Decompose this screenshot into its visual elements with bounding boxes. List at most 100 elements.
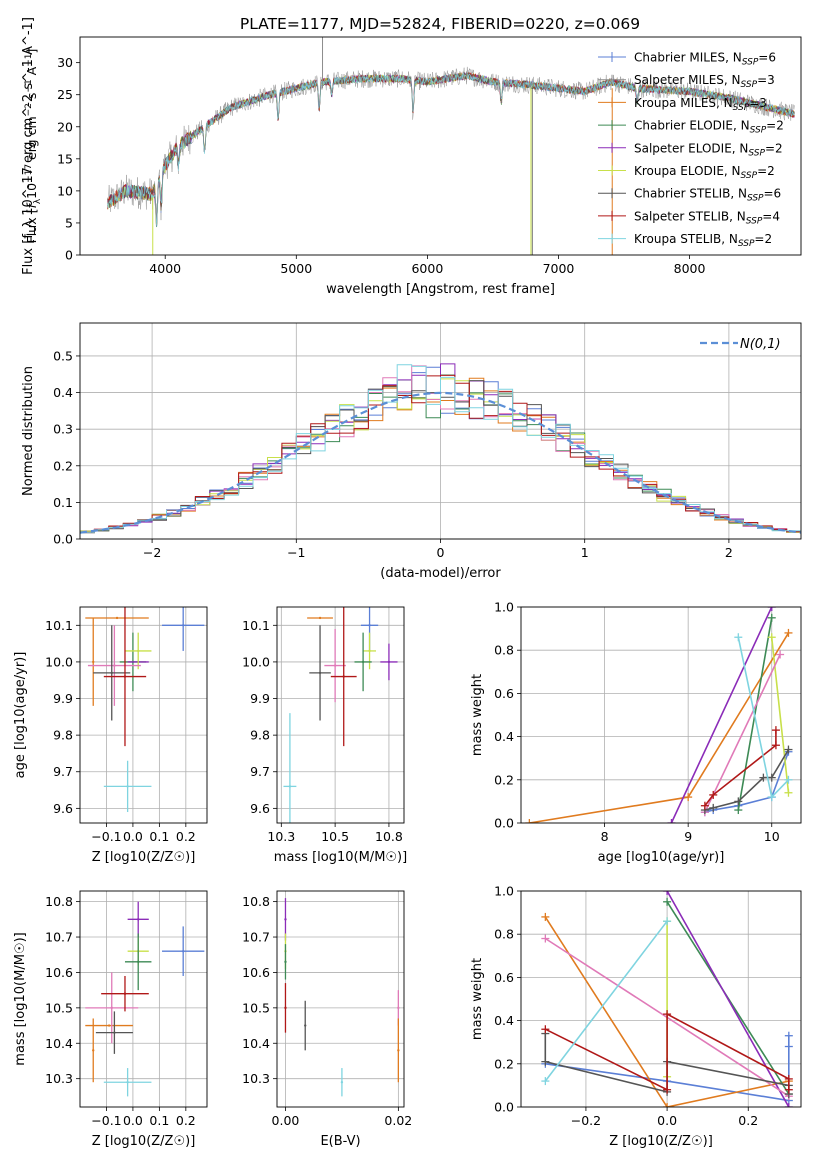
x-tick-label: 9 bbox=[684, 829, 692, 844]
point-marker bbox=[92, 660, 95, 664]
y-axis-label: mass weight bbox=[470, 674, 485, 756]
weight-lines bbox=[525, 607, 793, 823]
y-tick-label: 0.6 bbox=[494, 686, 514, 701]
x-tick-label: 8 bbox=[601, 829, 609, 844]
weight-line bbox=[704, 730, 777, 807]
legend-label: Chabrier MILES, NSSP=6 bbox=[634, 51, 776, 68]
spectrum-lines bbox=[107, 37, 795, 255]
data-point bbox=[380, 643, 398, 681]
spectrum-legend: Chabrier MILES, NSSP=6 Salpeter MILES, NS… bbox=[598, 51, 784, 249]
y-tick-label: 10.0 bbox=[45, 654, 73, 669]
x-tick-label: −0.2 bbox=[571, 1113, 601, 1128]
point-marker bbox=[397, 1006, 400, 1010]
data-point bbox=[127, 901, 149, 938]
weight-vs-age-panel: 8 9 10 0.0 0.2 0.4 0.6 0.8 1.0 age [log10(age/yr)… bbox=[470, 600, 802, 865]
point-marker bbox=[92, 1049, 95, 1052]
plus-marker bbox=[784, 745, 793, 754]
y-tick-label: 9.9 bbox=[250, 691, 270, 706]
data-point bbox=[93, 625, 131, 721]
data-point bbox=[92, 617, 95, 706]
axes-frame bbox=[79, 890, 208, 1108]
plus-marker bbox=[684, 793, 693, 802]
point-marker bbox=[113, 1031, 116, 1034]
point-marker bbox=[361, 660, 365, 664]
plus-marker bbox=[541, 1025, 550, 1034]
axes-frame bbox=[79, 36, 802, 256]
normal-curve bbox=[80, 391, 801, 534]
x-tick-label: 0.00 bbox=[272, 1113, 300, 1128]
weight-line bbox=[704, 654, 781, 813]
error-bars bbox=[85, 607, 205, 813]
weight-line bbox=[770, 637, 790, 793]
plus-marker bbox=[784, 628, 793, 637]
plus-marker bbox=[771, 726, 780, 735]
spectrum-line bbox=[107, 73, 795, 227]
point-marker bbox=[107, 1024, 111, 1027]
y-tick-label: 25 bbox=[57, 87, 73, 102]
plus-marker bbox=[776, 650, 785, 659]
data-point bbox=[284, 983, 287, 1033]
panels: 4000 5000 6000 7000 8000051015202530waveleng… bbox=[13, 17, 802, 1149]
legend-label: Chabrier ELODIE, NSSP=2 bbox=[634, 119, 784, 136]
weight-line bbox=[544, 916, 789, 1107]
weight-line bbox=[544, 920, 668, 1082]
x-axis-label: Z [log10(Z/Z☉)] bbox=[92, 850, 196, 865]
x-tick-label: 0.1 bbox=[149, 1113, 169, 1128]
axes-frame bbox=[79, 606, 208, 824]
weight-line bbox=[666, 891, 790, 1107]
x-tick-label: 7000 bbox=[543, 261, 575, 276]
y-tick-label: 1.0 bbox=[494, 600, 514, 615]
y-tick-label: 10.3 bbox=[45, 1071, 73, 1086]
plus-marker bbox=[667, 819, 676, 823]
error-bars bbox=[284, 898, 400, 1097]
plus-marker bbox=[784, 775, 793, 784]
point-marker bbox=[115, 616, 119, 620]
x-tick-label: 0.0 bbox=[123, 829, 143, 844]
y-tick-label: 10.5 bbox=[242, 1000, 270, 1015]
plus-marker bbox=[700, 801, 709, 810]
data-point bbox=[304, 1000, 307, 1051]
y-axis-label: age [log10(age/yr)] bbox=[13, 652, 28, 779]
plus-marker bbox=[663, 1103, 672, 1107]
data-point bbox=[85, 616, 149, 620]
y-tick-label: 0.2 bbox=[53, 458, 73, 473]
y-tick-label: 10.7 bbox=[45, 930, 73, 945]
point-marker bbox=[137, 960, 140, 964]
plus-marker bbox=[784, 1103, 793, 1107]
plus-marker bbox=[767, 633, 776, 642]
plus-marker bbox=[784, 1085, 793, 1094]
y-tick-label: 0.8 bbox=[494, 927, 514, 942]
x-tick-label: 10.8 bbox=[375, 829, 403, 844]
y-axis-label: mass [log10(M/M☉)] bbox=[13, 932, 28, 1065]
point-marker bbox=[181, 949, 185, 953]
y-tick-label: 1.0 bbox=[494, 884, 514, 899]
data-point bbox=[309, 625, 331, 721]
y-tick-label: 9.6 bbox=[250, 801, 270, 816]
legend-label: Salpeter ELODIE, NSSP=2 bbox=[634, 141, 783, 158]
y-tick-label: 9.9 bbox=[53, 691, 73, 706]
mass-vs-ebv-panel: 0.00 0.02 10.3 10.4 10.5 10.6 10.7 10.8 E(B-V) bbox=[242, 890, 412, 1149]
plus-marker bbox=[663, 891, 672, 895]
point-marker bbox=[368, 624, 371, 627]
point-marker bbox=[126, 785, 129, 788]
spectrum-panel: 4000 5000 6000 7000 8000 0 5 10 15 20 25 30 waveleng… bbox=[21, 17, 802, 297]
x-tick-label: −2 bbox=[143, 545, 161, 560]
data-point bbox=[103, 1068, 152, 1097]
point-marker bbox=[126, 1081, 129, 1084]
point-marker bbox=[304, 1024, 307, 1027]
plus-marker bbox=[709, 790, 718, 799]
x-tick-label: 0.2 bbox=[738, 1113, 758, 1128]
x-axis-label: E(B-V) bbox=[320, 1134, 360, 1149]
data-point bbox=[85, 972, 139, 1044]
y-tick-label: 10.7 bbox=[242, 930, 270, 945]
x-tick-label: 1 bbox=[581, 545, 589, 560]
y-tick-label: 10.0 bbox=[242, 654, 270, 669]
plus-marker bbox=[663, 1010, 672, 1019]
y-tick-label: 0.8 bbox=[494, 643, 514, 658]
figure-title: PLATE=1177, MJD=52824, FIBERID=0220, z=0… bbox=[240, 15, 640, 33]
y-tick-label: 10.8 bbox=[45, 894, 73, 909]
y-tick-label: 10.6 bbox=[45, 965, 73, 980]
y-tick-label: 9.7 bbox=[53, 764, 73, 779]
y-tick-label: 0.1 bbox=[53, 495, 73, 510]
point-marker bbox=[113, 664, 116, 667]
